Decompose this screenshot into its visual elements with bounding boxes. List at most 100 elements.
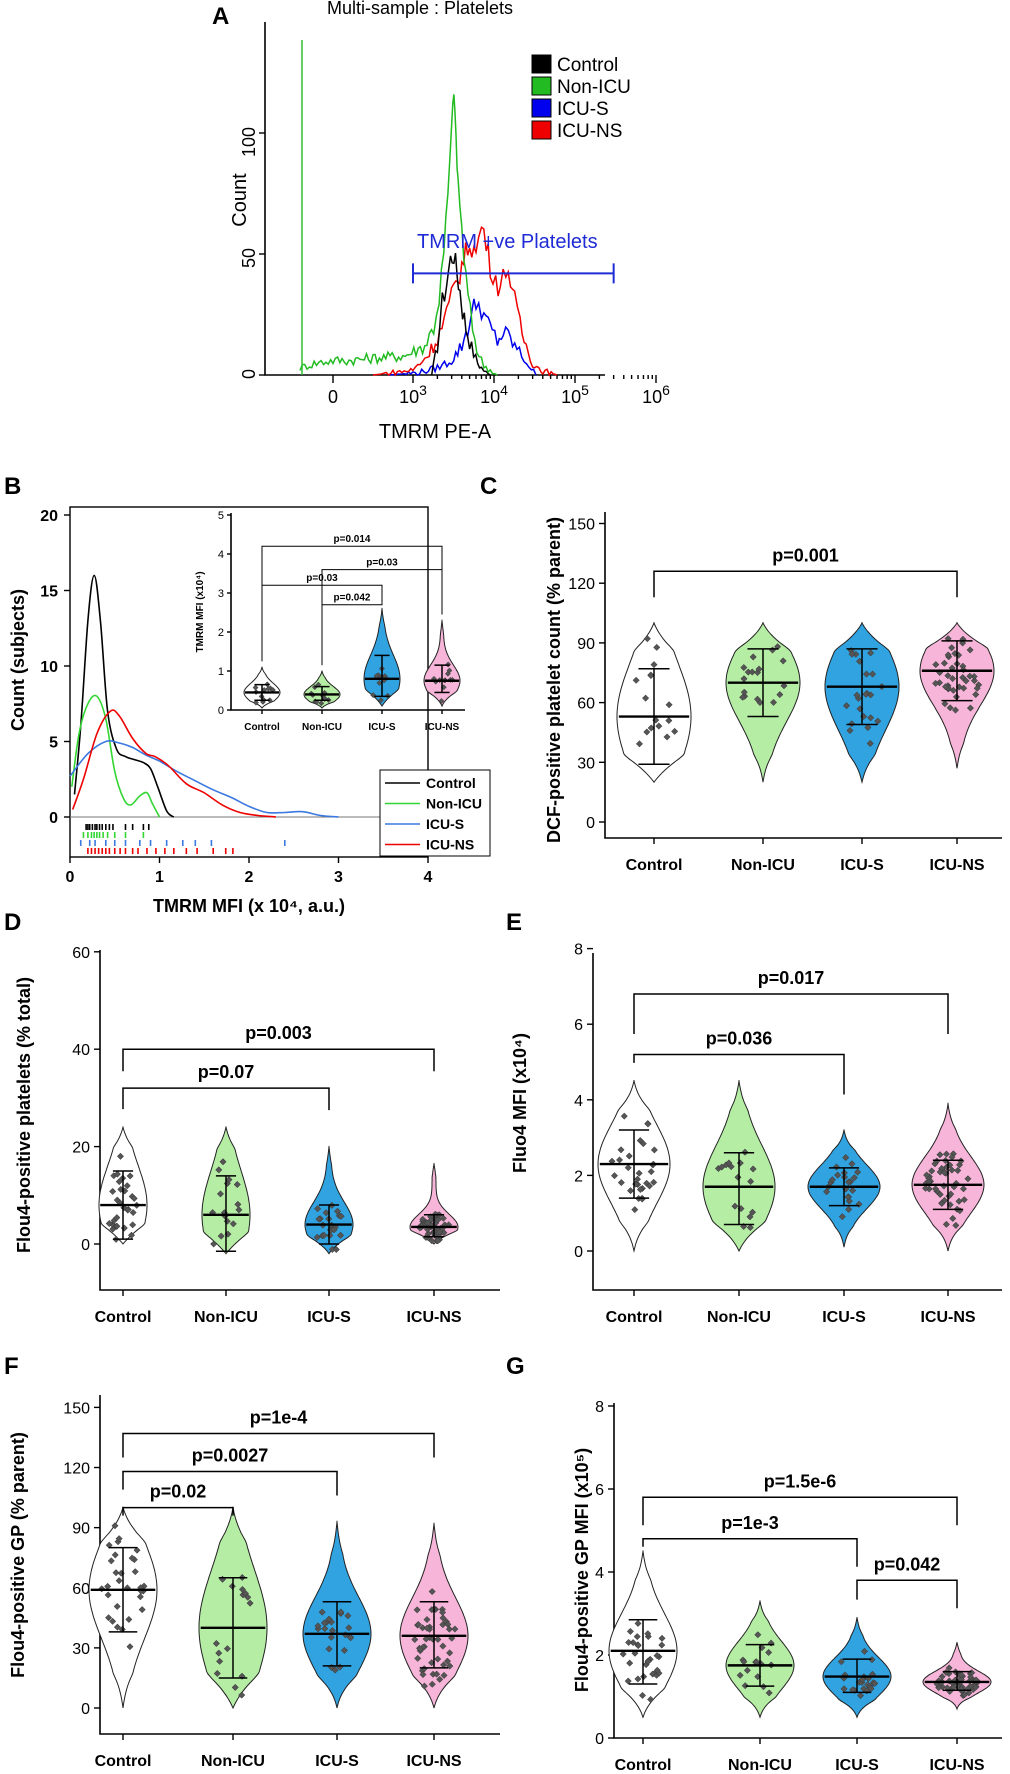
chart-d-data-point [113,1170,121,1178]
chart-d-data-point [315,1215,323,1223]
chart-e-data-point [650,1178,658,1186]
chart-f-data-point [347,1634,355,1642]
chart-g-data-point [653,1652,661,1660]
chart-c-data-point [966,672,974,680]
chart-c-data-point [972,690,980,699]
chart-b-ylabel: Count (subjects) [8,589,28,731]
chart-f-data-point [428,1587,436,1596]
chart-e-axes [592,953,1002,1291]
chart-e-data-point [850,1174,858,1182]
chart-e-data-point [645,1182,654,1190]
chart-a-legend-label: ICU-NS [557,121,622,142]
chart-c-data-point [867,714,875,722]
chart-d-data-point [332,1245,340,1254]
chart-g-data-point [972,1683,980,1691]
chart-e-data-point [746,1213,754,1221]
chart-b-curve-control [73,574,175,818]
chart-b-xtick-label: 3 [334,869,343,886]
chart-e-ylabel: Fluo4 MFI (x10⁴) [510,1033,530,1173]
chart-a-title: Multi-sample : Platelets [327,0,513,18]
chart-b-inset-ytick-label: 2 [218,627,224,639]
chart-c-ytick-label: 150 [568,517,595,534]
chart-c-data-point [932,679,940,687]
chart-a-gate-label: TMRM +ve Platelets [417,231,598,253]
chart-f-data-point [314,1622,322,1630]
chart-c-data-point [643,635,651,643]
chart-f-bracket-label: p=1e-4 [250,1407,308,1427]
chart-c-data-point [842,702,851,710]
chart-e-ytick-label: 4 [574,1093,583,1110]
chart-e-data-point [625,1152,633,1160]
chart-c-data-point [748,668,756,676]
chart-f-data-point [238,1691,246,1699]
chart-f-data-point [443,1657,452,1665]
chart-g-ylabel: Flou4-positive GP MFI (x10⁵) [572,1448,592,1692]
chart-f-data-point [241,1589,250,1597]
chart-e-bracket [633,993,949,1034]
chart-c-data-point [846,726,854,735]
chart-e-ytick-label: 8 [574,942,583,959]
chart-f-data-point [423,1616,431,1624]
chart-e-data-point [936,1168,944,1176]
chart-e-data-point [725,1159,733,1167]
chart-e-ytick-label: 2 [574,1168,583,1185]
chart-c-data-point [755,665,763,673]
chart-b-inset-bracket [321,602,383,666]
chart-f-data-point [318,1608,326,1616]
chart-e-data-point [942,1150,951,1158]
chart-d-ytick-label: 20 [72,1140,90,1157]
chart-d-data-point [337,1212,345,1220]
chart-c-data-point [869,670,877,678]
chart-f-data-point [136,1593,144,1601]
chart-c-ytick-label: 30 [577,755,595,772]
chart-e-data-point [832,1163,841,1171]
chart-g-data-point [647,1695,655,1703]
chart-b-inset-ytick-label: 1 [218,666,224,678]
chart-d-data-point [113,1222,121,1230]
chart-b-inset-bracket [261,584,383,662]
chart-e-data-point [964,1175,972,1183]
chart-b-curve-icu-ns [71,709,276,818]
chart-d-data-point [219,1158,227,1166]
chart-c-data-point [962,677,970,685]
chart-d-data-point [123,1182,131,1190]
chart-e-data-point [922,1184,930,1192]
chart-b-inset-data-point [252,684,259,691]
chart-c-ylabel: DCF-positive platelet count (% parent) [544,517,564,843]
chart-b-inset-ytick-label: 3 [218,588,224,600]
chart-f-ytick-label: 60 [72,1581,90,1598]
chart-b-xlabel: TMRM MFI (x 10⁴, a.u.) [153,896,345,916]
chart-c-ytick-label: 90 [577,636,595,653]
chart-g-data-point [626,1627,634,1635]
chart-f-data-point [320,1619,329,1627]
chart-b-inset-data-point [377,697,384,704]
chart-g-xtick-label: ICU-S [835,1757,879,1774]
chart-g-data-point [653,1666,661,1674]
chart-e-data-point [639,1140,647,1148]
chart-a-ylabel: Count [229,173,251,227]
chart-f-ylabel: Flou4-positive GP (% parent) [8,1432,28,1678]
chart-f-data-point [337,1608,345,1616]
chart-f-data-point [448,1634,456,1642]
chart-d-axes [99,950,500,1291]
chart-e-bracket [633,1053,845,1095]
chart-e-data-point [936,1151,944,1159]
chart-a-ytick-label: 100 [239,127,259,157]
panel-label-d: D [4,909,21,936]
chart-g-data-point [634,1641,642,1650]
chart-c-data-point [973,684,981,692]
chart-g-ytick-label: 8 [595,1399,604,1416]
chart-e-data-point [650,1146,658,1154]
chart-f-data-point [321,1625,329,1633]
chart-f-data-point [118,1625,126,1633]
chart-d-ylabel: Flou4-positive platelets (% total) [14,977,34,1253]
panel-d-violin: 0 20 40 60 Flou4-positive platelets (% total… [14,945,500,1326]
chart-f-data-point [439,1642,447,1650]
chart-d-data-point [216,1190,225,1198]
chart-e-data-point [635,1169,643,1177]
chart-c-data-point [635,740,644,748]
chart-c-data-point [942,683,950,691]
chart-g-data-point [871,1679,879,1687]
chart-d-xtick-label: ICU-NS [406,1309,461,1326]
chart-e-xtick-label: ICU-NS [920,1309,975,1326]
